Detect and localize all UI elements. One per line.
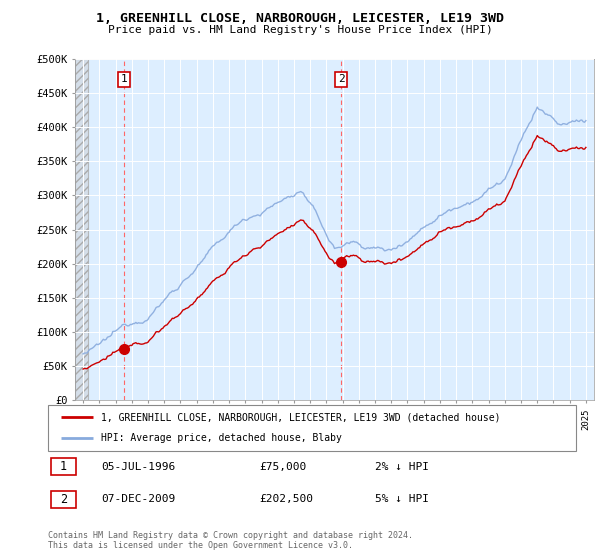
- Text: 07-DEC-2009: 07-DEC-2009: [101, 494, 175, 505]
- Text: 1, GREENHILL CLOSE, NARBOROUGH, LEICESTER, LE19 3WD: 1, GREENHILL CLOSE, NARBOROUGH, LEICESTE…: [96, 12, 504, 25]
- Text: 1: 1: [60, 460, 67, 473]
- Text: Price paid vs. HM Land Registry's House Price Index (HPI): Price paid vs. HM Land Registry's House …: [107, 25, 493, 35]
- Text: 1, GREENHILL CLOSE, NARBOROUGH, LEICESTER, LE19 3WD (detached house): 1, GREENHILL CLOSE, NARBOROUGH, LEICESTE…: [101, 412, 500, 422]
- FancyBboxPatch shape: [50, 458, 76, 475]
- Text: Contains HM Land Registry data © Crown copyright and database right 2024.
This d: Contains HM Land Registry data © Crown c…: [48, 531, 413, 550]
- FancyBboxPatch shape: [50, 491, 76, 508]
- Text: 1: 1: [120, 74, 127, 85]
- Text: 5% ↓ HPI: 5% ↓ HPI: [376, 494, 430, 505]
- Text: 05-JUL-1996: 05-JUL-1996: [101, 461, 175, 472]
- Text: 2: 2: [338, 74, 344, 85]
- Text: HPI: Average price, detached house, Blaby: HPI: Average price, detached house, Blab…: [101, 433, 341, 444]
- Bar: [75, 59, 88, 400]
- Text: 2: 2: [60, 493, 67, 506]
- Bar: [75, 59, 88, 400]
- Text: £75,000: £75,000: [259, 461, 307, 472]
- Text: £202,500: £202,500: [259, 494, 313, 505]
- Text: 2% ↓ HPI: 2% ↓ HPI: [376, 461, 430, 472]
- FancyBboxPatch shape: [48, 405, 576, 451]
